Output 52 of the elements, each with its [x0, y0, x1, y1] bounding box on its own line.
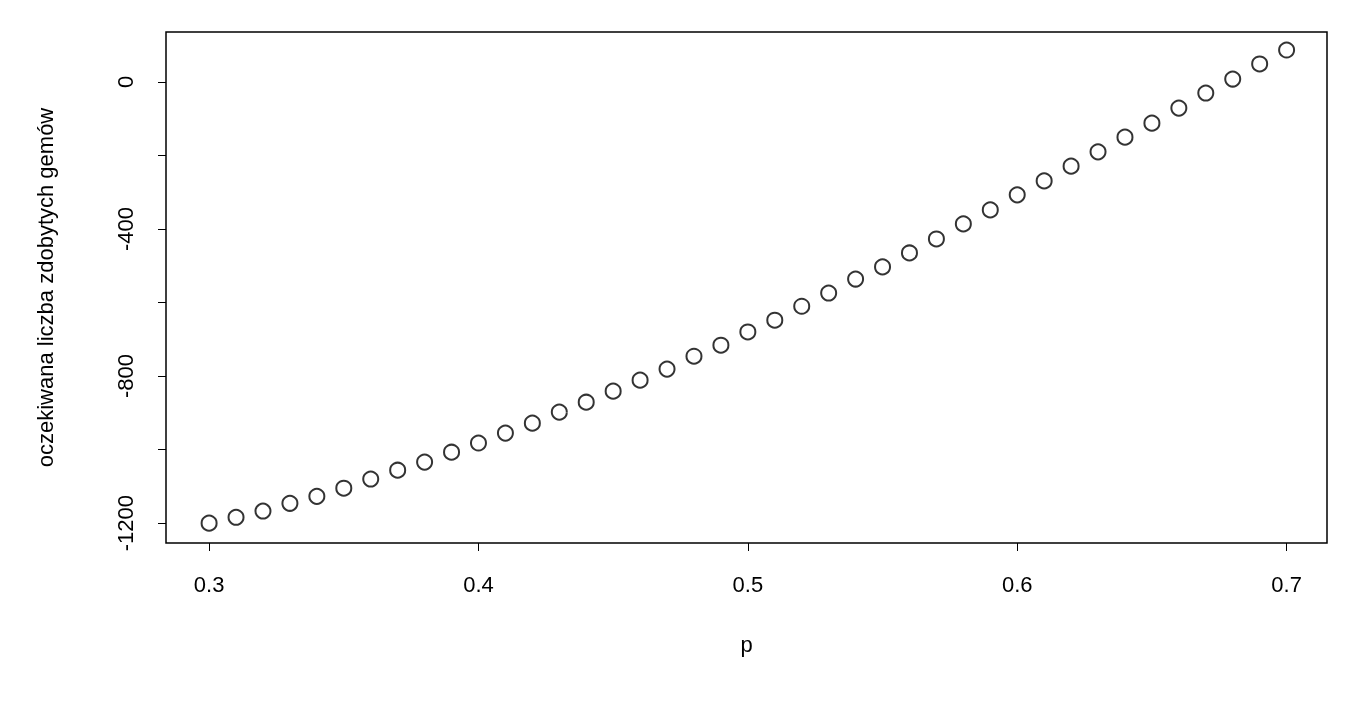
point — [631, 371, 649, 389]
point — [254, 502, 272, 520]
point — [550, 403, 568, 421]
point — [1008, 186, 1026, 204]
point — [389, 461, 407, 479]
point — [981, 201, 999, 219]
y-axis-title: oczekiwana liczba zdobytych gemów — [32, 107, 58, 468]
point — [712, 336, 730, 354]
point — [1278, 41, 1296, 59]
y-tick-label: -400 — [112, 207, 138, 252]
point — [685, 347, 703, 365]
point — [766, 311, 784, 329]
point — [469, 434, 487, 452]
point — [335, 479, 353, 497]
x-axis-title: p — [740, 631, 753, 657]
point — [281, 494, 299, 512]
point — [577, 393, 595, 411]
x-tick-label: 0.4 — [463, 571, 494, 597]
point — [1224, 70, 1242, 88]
point — [523, 414, 541, 432]
point — [604, 382, 622, 400]
point — [820, 284, 838, 302]
point — [658, 360, 676, 378]
point — [200, 514, 218, 532]
point — [793, 297, 811, 315]
x-tick-label: 0.3 — [193, 571, 225, 597]
y-tick-label: -800 — [112, 354, 138, 399]
point — [1116, 128, 1134, 146]
point — [308, 487, 326, 505]
point — [927, 230, 945, 248]
point — [496, 424, 514, 442]
point — [1035, 172, 1053, 190]
point — [1143, 114, 1161, 132]
point — [847, 270, 865, 288]
y-tick-label: -1200 — [112, 495, 138, 552]
point — [1197, 84, 1215, 102]
point — [1251, 55, 1269, 73]
point — [874, 258, 892, 276]
point — [443, 443, 461, 461]
point — [1062, 157, 1080, 175]
point — [739, 323, 757, 341]
point — [362, 470, 380, 488]
x-tick-label: 0.6 — [1001, 571, 1033, 597]
x-tick-label: 0.5 — [732, 571, 764, 597]
point — [1089, 143, 1107, 161]
point — [900, 244, 918, 262]
point — [1170, 99, 1188, 117]
point — [954, 215, 972, 233]
x-tick-label: 0.7 — [1271, 571, 1302, 597]
point — [416, 453, 434, 471]
y-tick-label: 0 — [112, 75, 138, 89]
point — [227, 508, 245, 526]
